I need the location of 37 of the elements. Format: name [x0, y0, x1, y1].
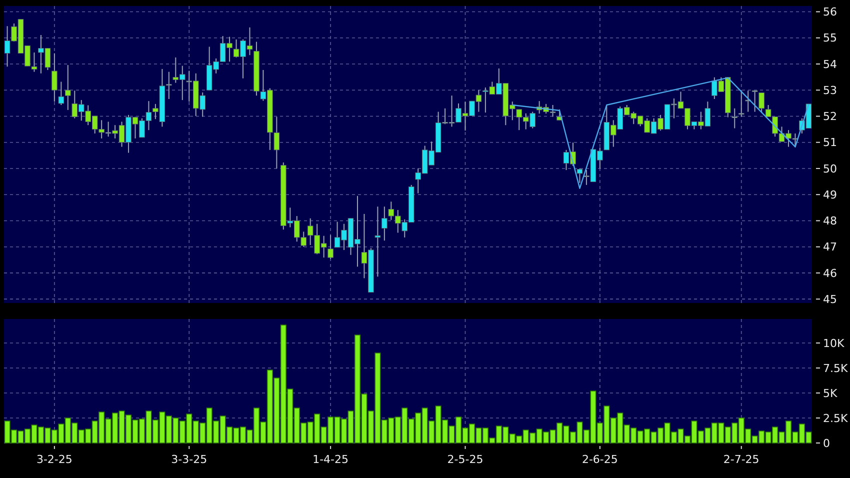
candlestick — [58, 81, 64, 106]
y-tick-label: 50 — [823, 162, 837, 176]
y-tick-label: 5K — [823, 386, 838, 400]
candlestick — [752, 90, 758, 112]
x-tick-label: 2-7-25 — [723, 453, 760, 466]
candlestick — [31, 52, 38, 72]
y-tick-label: 47 — [823, 240, 837, 254]
y-tick-label: 51 — [823, 136, 837, 150]
candlestick — [745, 90, 751, 112]
x-tick-label: 3-2-25 — [36, 453, 72, 466]
y-tick-label: 56 — [823, 6, 837, 19]
y-tick-label: 52 — [823, 110, 837, 124]
candlestick — [758, 92, 764, 114]
y-tick-label: 45 — [823, 292, 837, 306]
y-tick-label: 49 — [823, 188, 837, 202]
y-tick-label: 48 — [823, 214, 837, 228]
y-tick-label: 10K — [823, 336, 845, 350]
y-tick-label: 46 — [823, 266, 837, 280]
candlestick — [738, 90, 744, 118]
y-tick-label: 0 — [823, 436, 830, 450]
x-tick-label: 1-4-25 — [312, 453, 349, 466]
y-tick-label: 55 — [823, 32, 837, 45]
x-tick-label: 2-6-25 — [582, 453, 618, 466]
x-tick-label: 3-3-25 — [171, 453, 208, 466]
candlestick — [166, 71, 172, 100]
candlestick — [374, 206, 381, 278]
candlestick — [576, 168, 583, 184]
y-tick-label: 2.5K — [823, 412, 848, 425]
candlestick — [732, 108, 738, 129]
x-tick-label: 2-5-25 — [447, 453, 484, 466]
candlestick — [328, 234, 334, 260]
candlestick — [52, 52, 58, 102]
y-tick-label: 53 — [823, 84, 837, 97]
y-tick-label: 7.5K — [823, 362, 848, 375]
candlestick — [65, 64, 71, 110]
candlestick — [382, 206, 388, 242]
y-tick-label: 54 — [823, 58, 837, 71]
